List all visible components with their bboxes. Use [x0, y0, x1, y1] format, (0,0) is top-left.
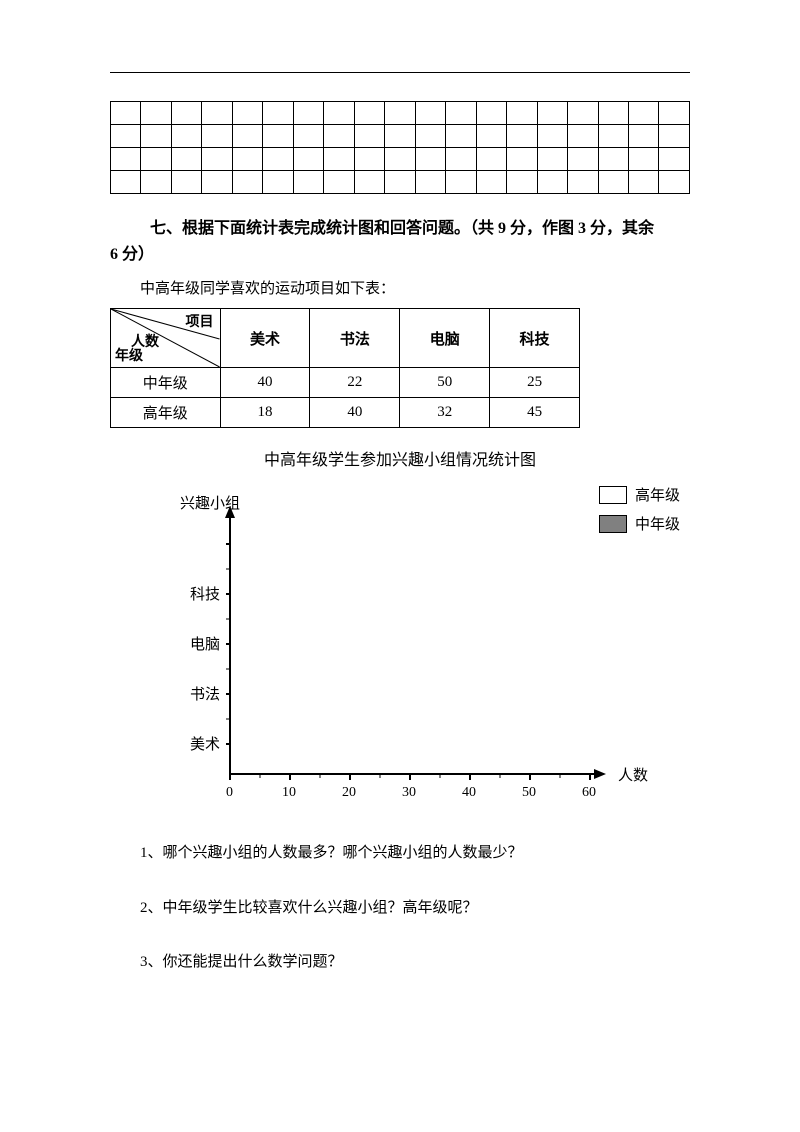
arrowhead-right-icon [594, 769, 606, 779]
page: 七、根据下面统计表完成统计图和回答问题。（共 9 分，作图 3 分，其余 6 分… [0, 0, 800, 1132]
grid-row [111, 125, 690, 148]
y-cat-label: 美术 [190, 736, 220, 753]
legend-swatch-middle [599, 515, 627, 533]
x-tick-label: 0 [226, 785, 233, 800]
column-header: 书法 [310, 309, 400, 368]
diagonal-header-cell: 项目 人数 年级 [111, 309, 221, 368]
question-3: 3、你还能提出什么数学问题？ [110, 951, 690, 974]
grid-row [111, 148, 690, 171]
legend-item: 中年级 [599, 513, 680, 534]
table-cell: 40 [310, 398, 400, 428]
x-tick-label: 50 [522, 785, 536, 800]
data-table: 项目 人数 年级 美术 书法 电脑 科技 中年级 40 22 50 25 高年级… [110, 308, 580, 428]
section-heading: 七、根据下面统计表完成统计图和回答问题。（共 9 分，作图 3 分，其余 6 分… [110, 216, 690, 267]
x-axis-title: 人数 [618, 767, 648, 784]
y-cat-label: 书法 [190, 686, 220, 703]
column-header: 科技 [490, 309, 580, 368]
section-text-line1: 根据下面统计表完成统计图和回答问题。（共 9 分，作图 3 分，其余 [182, 220, 654, 237]
intro-line: 中高年级同学喜欢的运动项目如下表： [110, 277, 690, 298]
table-cell: 25 [490, 368, 580, 398]
table-cell: 45 [490, 398, 580, 428]
table-cell: 18 [220, 398, 310, 428]
x-tick-label: 10 [282, 785, 296, 800]
column-header: 美术 [220, 309, 310, 368]
legend-item: 高年级 [599, 484, 680, 505]
y-cat-label: 电脑 [190, 636, 220, 653]
grid-row [111, 102, 690, 125]
column-header: 电脑 [400, 309, 490, 368]
x-tick-label: 60 [582, 785, 596, 800]
legend-swatch-senior [599, 486, 627, 504]
questions: 1、哪个兴趣小组的人数最多？哪个兴趣小组的人数最少？ 2、中年级学生比较喜欢什么… [110, 842, 690, 974]
question-1: 1、哪个兴趣小组的人数最多？哪个兴趣小组的人数最少？ [110, 842, 690, 865]
legend-label: 高年级 [635, 484, 680, 505]
chart-svg: 兴趣小组 人数 美术 书法 电脑 科 [120, 484, 680, 814]
section-text-line2: 6 分） [110, 242, 690, 268]
table-cell: 40 [220, 368, 310, 398]
diag-label-top: 项目 [186, 311, 214, 331]
table-cell: 50 [400, 368, 490, 398]
grid-row [111, 171, 690, 194]
section-number: 七、 [150, 220, 182, 237]
table-header-row: 项目 人数 年级 美术 书法 电脑 科技 [111, 309, 580, 368]
table-cell: 22 [310, 368, 400, 398]
table-cell: 32 [400, 398, 490, 428]
legend-label: 中年级 [635, 513, 680, 534]
chart-title: 中高年级学生参加兴趣小组情况统计图 [110, 446, 690, 470]
blank-answer-grid [110, 101, 690, 194]
diag-label-bottom: 年级 [115, 345, 143, 365]
top-rule [110, 72, 690, 73]
row-label: 高年级 [111, 398, 221, 428]
x-tick-label: 30 [402, 785, 416, 800]
y-cat-label: 科技 [190, 586, 220, 603]
chart-area: 高年级 中年级 兴趣小组 人数 [120, 484, 680, 814]
question-2: 2、中年级学生比较喜欢什么兴趣小组？高年级呢？ [110, 897, 690, 920]
row-label: 中年级 [111, 368, 221, 398]
x-tick-label: 40 [462, 785, 476, 800]
table-row: 高年级 18 40 32 45 [111, 398, 580, 428]
table-row: 中年级 40 22 50 25 [111, 368, 580, 398]
legend: 高年级 中年级 [599, 484, 680, 542]
x-tick-label: 20 [342, 785, 356, 800]
